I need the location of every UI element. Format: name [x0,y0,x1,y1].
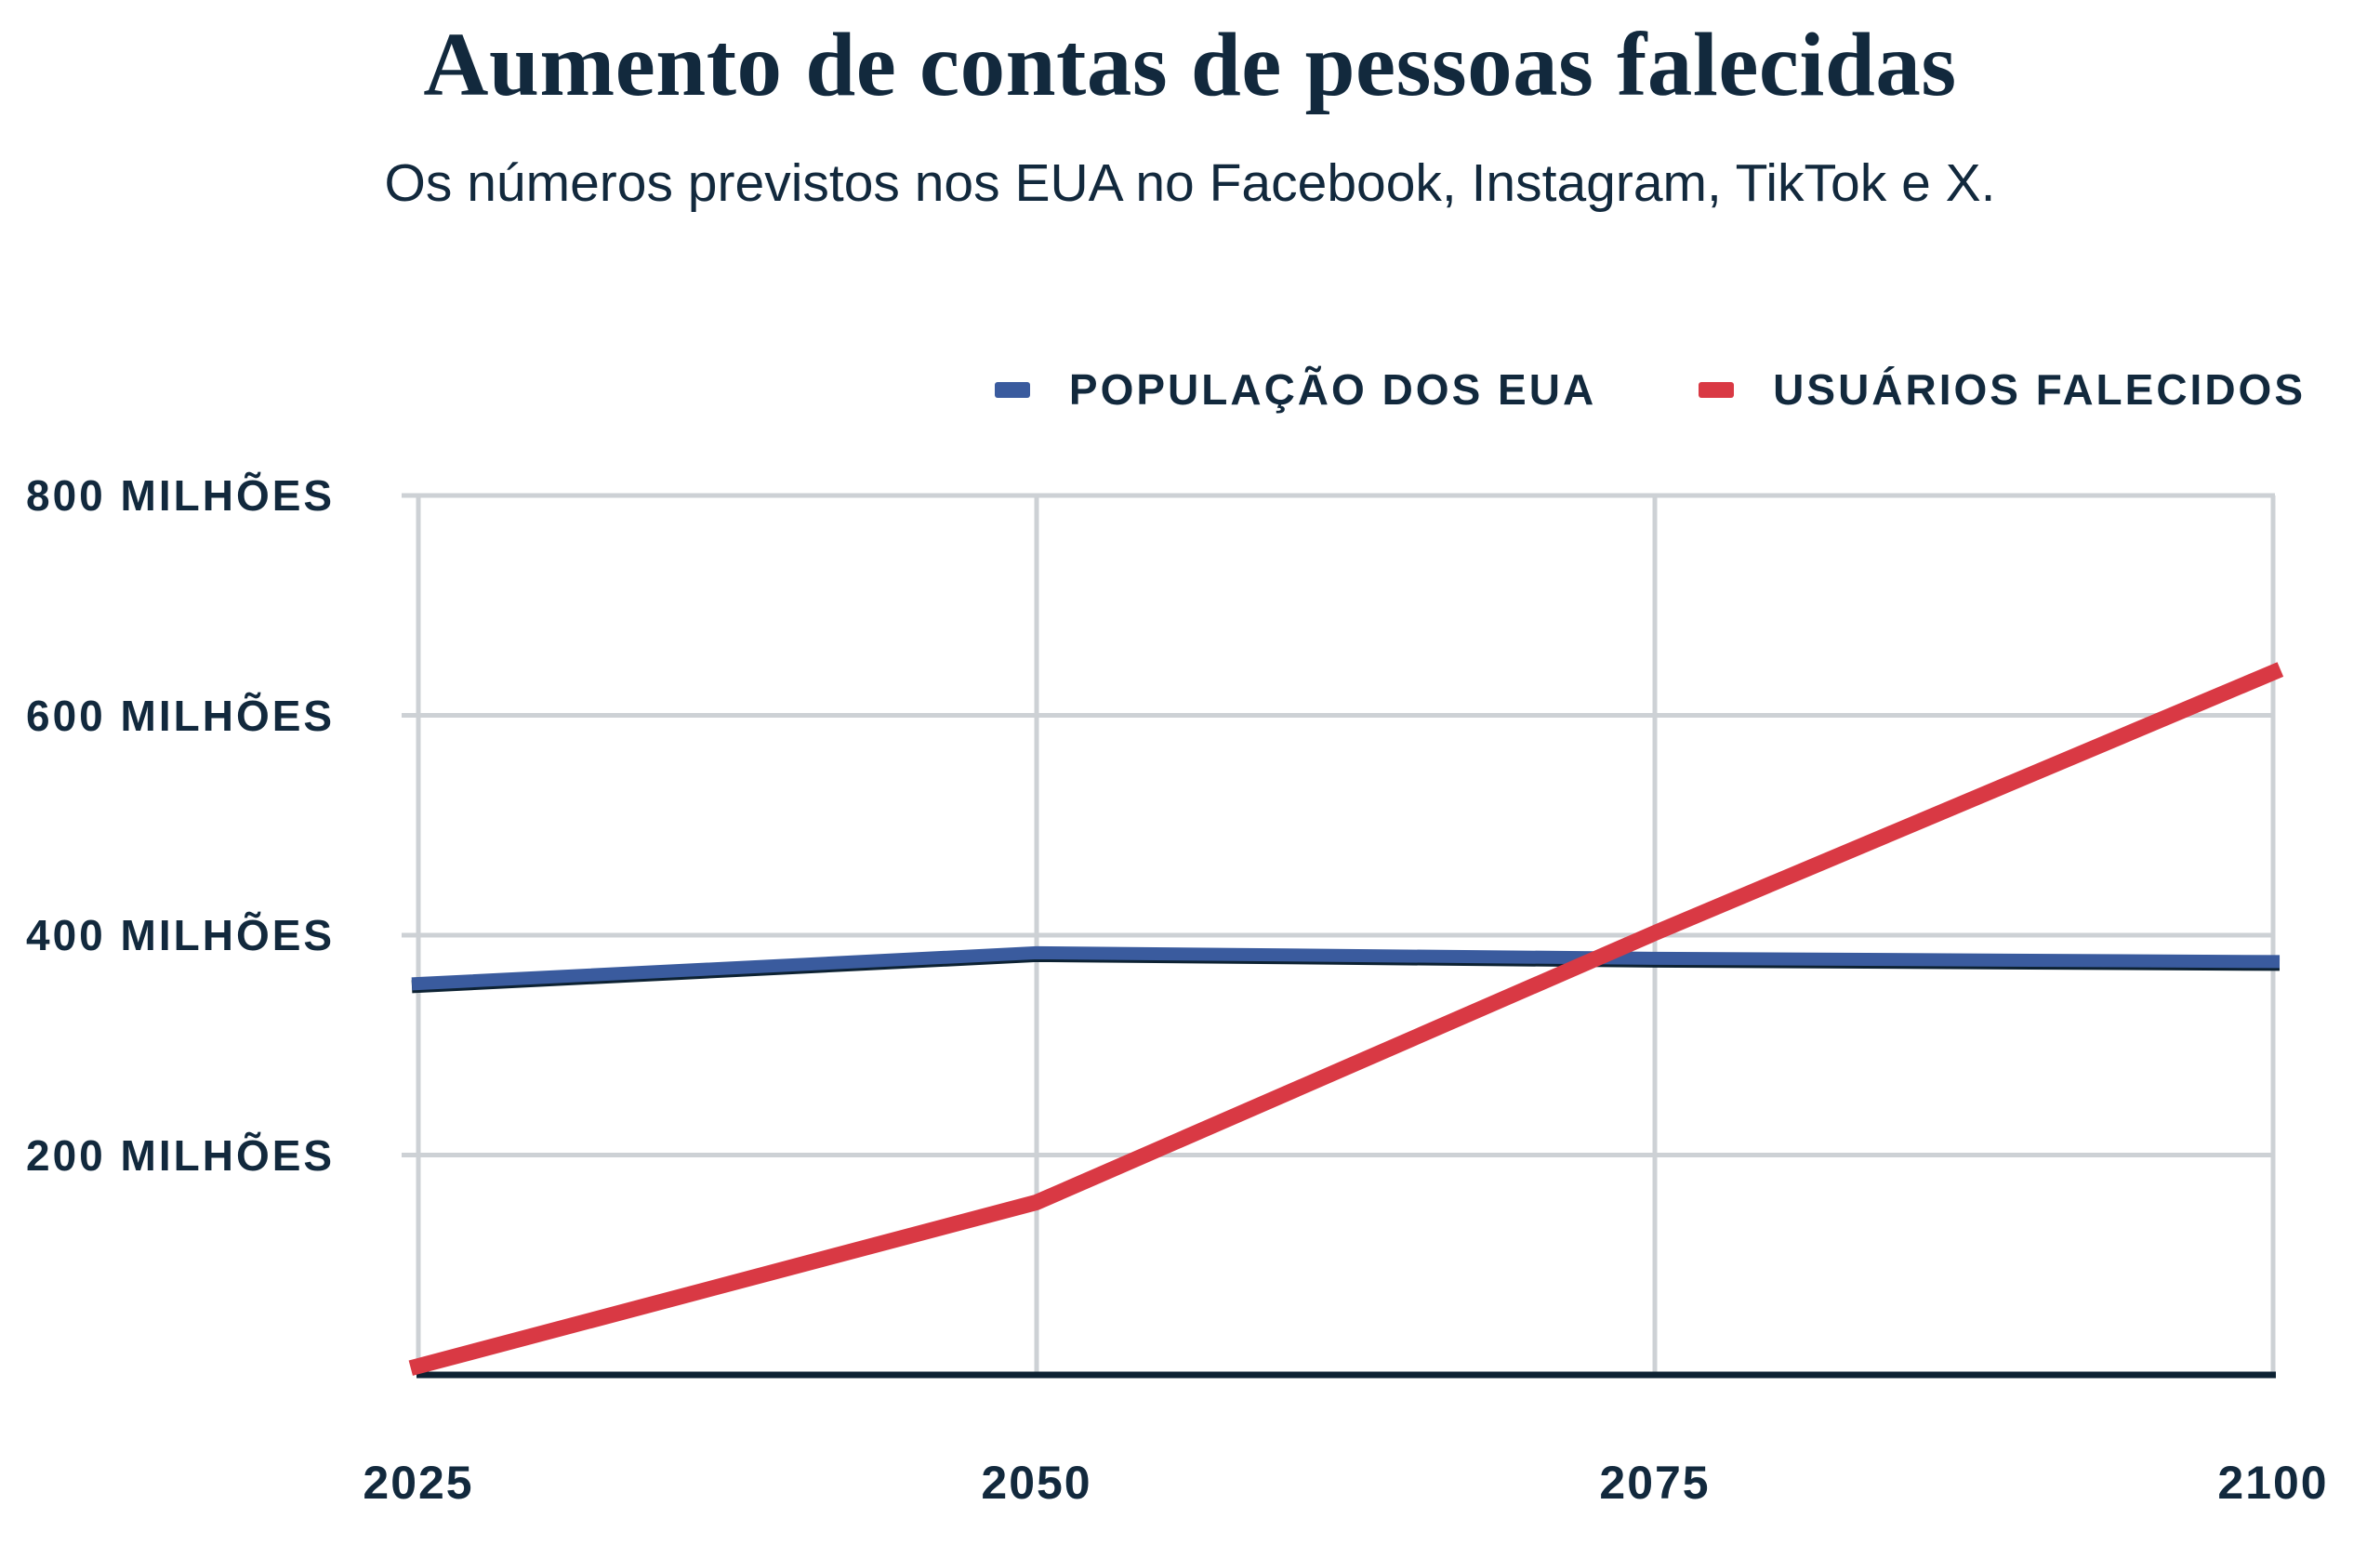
x-tick-label: 2100 [2217,1457,2329,1509]
legend-label-deceased: USUÁRIOS FALECIDOS [1773,365,2306,414]
series-line-usuarios-falecidos [408,662,2284,1376]
legend: POPULAÇÃO DOS EUA USUÁRIOS FALECIDOS [994,364,2306,415]
y-tick-label: 200 MILHÕES [26,1130,336,1180]
series-line-populacao [411,945,2281,991]
x-tick-label: 2025 [363,1457,474,1509]
y-tick-label: 400 MILHÕES [26,911,336,959]
legend-marker-deceased-icon [1699,381,1735,398]
page-title: Aumento de contas de pessoas falecidas [423,15,1957,114]
y-tick-label: 800 MILHÕES [26,471,336,520]
y-tick-label: 600 MILHÕES [26,691,336,740]
legend-label-population: POPULAÇÃO DOS EUA [1068,365,1597,414]
x-tick-label: 2050 [981,1457,1092,1509]
legend-marker-population-icon [994,381,1030,398]
page-subtitle: Os números previstos nos EUA no Facebook… [384,153,1996,213]
legend-item-population: POPULAÇÃO DOS EUA [994,364,1597,415]
legend-item-deceased: USUÁRIOS FALECIDOS [1699,364,2306,415]
x-tick-label: 2075 [1599,1457,1711,1509]
